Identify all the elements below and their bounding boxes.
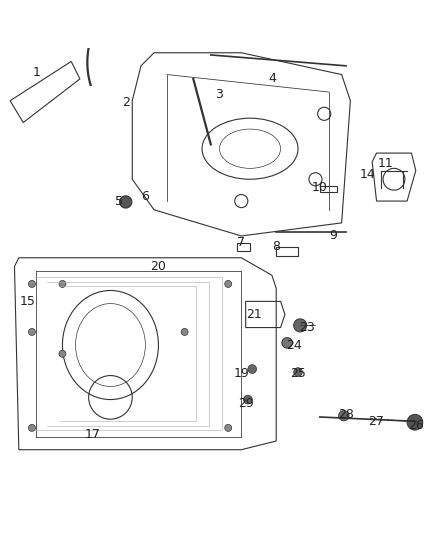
Circle shape <box>281 337 292 348</box>
Circle shape <box>59 350 66 357</box>
Text: 17: 17 <box>85 428 101 441</box>
Text: 29: 29 <box>237 398 253 410</box>
Text: 4: 4 <box>267 72 275 85</box>
Circle shape <box>338 410 348 421</box>
Text: 10: 10 <box>311 181 327 195</box>
Circle shape <box>224 424 231 431</box>
Circle shape <box>406 414 422 430</box>
Text: 15: 15 <box>20 295 35 308</box>
Text: 28: 28 <box>337 408 353 421</box>
Text: 11: 11 <box>377 157 392 171</box>
Text: 26: 26 <box>407 419 423 432</box>
Circle shape <box>28 328 35 335</box>
Circle shape <box>28 280 35 287</box>
Text: 6: 6 <box>141 190 149 203</box>
Text: 23: 23 <box>298 321 314 334</box>
Text: 5: 5 <box>115 195 123 207</box>
Text: 25: 25 <box>290 367 305 380</box>
Text: 3: 3 <box>215 88 223 101</box>
Text: 8: 8 <box>272 240 279 253</box>
Circle shape <box>59 280 66 287</box>
Text: 24: 24 <box>285 338 301 352</box>
Text: 19: 19 <box>233 367 249 380</box>
Text: 21: 21 <box>246 308 261 321</box>
Text: 14: 14 <box>359 168 375 181</box>
Circle shape <box>293 319 306 332</box>
Circle shape <box>181 328 187 335</box>
Circle shape <box>243 395 252 404</box>
Circle shape <box>293 368 302 376</box>
Circle shape <box>247 365 256 374</box>
Circle shape <box>28 424 35 431</box>
Circle shape <box>224 280 231 287</box>
Text: 7: 7 <box>237 236 245 249</box>
Circle shape <box>119 196 131 208</box>
Text: 2: 2 <box>121 96 129 109</box>
Text: 9: 9 <box>328 230 336 243</box>
Text: 20: 20 <box>150 260 166 273</box>
Text: 1: 1 <box>32 66 40 79</box>
Text: 27: 27 <box>368 415 384 428</box>
